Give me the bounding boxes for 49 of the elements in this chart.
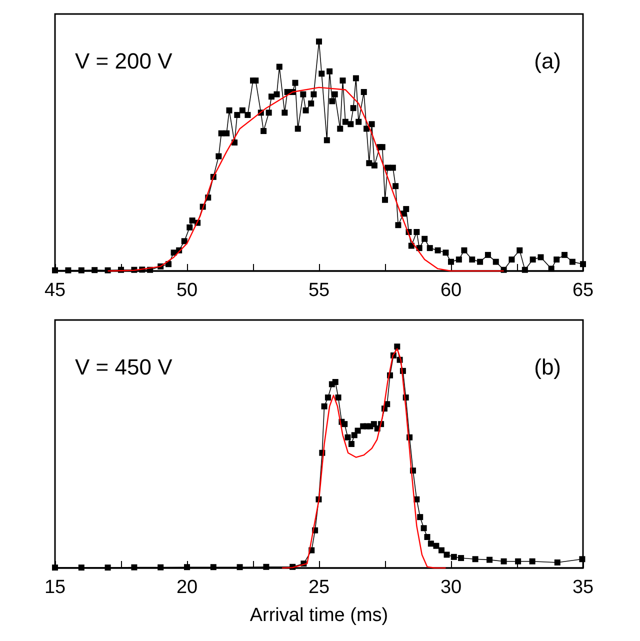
point: [104, 564, 111, 571]
point: [263, 564, 270, 570]
point: [131, 564, 138, 570]
point: [236, 564, 243, 570]
x-tick-label: 35: [572, 577, 594, 598]
point: [486, 556, 493, 563]
point: [321, 403, 328, 410]
annotation: V = 450 V: [75, 354, 173, 380]
x-tick-label: 20: [176, 577, 198, 598]
point: [515, 558, 522, 564]
point: [420, 525, 427, 532]
point: [428, 540, 434, 547]
point: [324, 394, 331, 400]
point: [158, 564, 164, 570]
x-tick-label: 45: [44, 280, 66, 301]
x-tick-label: 60: [440, 280, 462, 301]
point: [500, 558, 507, 564]
point: [335, 394, 342, 400]
x-tick-label: 50: [176, 280, 198, 301]
point: [433, 542, 440, 549]
point: [579, 556, 586, 562]
x-tick-label: 55: [308, 280, 330, 301]
annotation: (a): [534, 48, 562, 74]
point: [52, 564, 58, 571]
annotation: V = 200 V: [75, 48, 173, 74]
point: [529, 558, 536, 564]
point: [417, 514, 424, 520]
point: [348, 441, 354, 447]
point: [332, 379, 338, 385]
x-tick-label: 25: [308, 577, 330, 598]
point: [444, 552, 450, 558]
x-tick-label: 65: [572, 280, 594, 301]
point: [450, 554, 457, 560]
point: [210, 564, 216, 570]
point: [344, 434, 351, 440]
point: [424, 534, 430, 540]
point: [78, 564, 84, 571]
x-tick-label: 30: [440, 577, 462, 598]
point: [458, 555, 464, 562]
x-tick-label: 15: [44, 577, 66, 598]
point: [184, 564, 190, 570]
point: [354, 428, 361, 434]
point: [438, 547, 444, 554]
point: [472, 556, 478, 562]
x-axis-title: Arrival time (ms): [250, 605, 388, 626]
point: [394, 344, 400, 350]
point: [342, 421, 348, 428]
point: [554, 559, 560, 566]
annotation: (b): [534, 354, 562, 380]
